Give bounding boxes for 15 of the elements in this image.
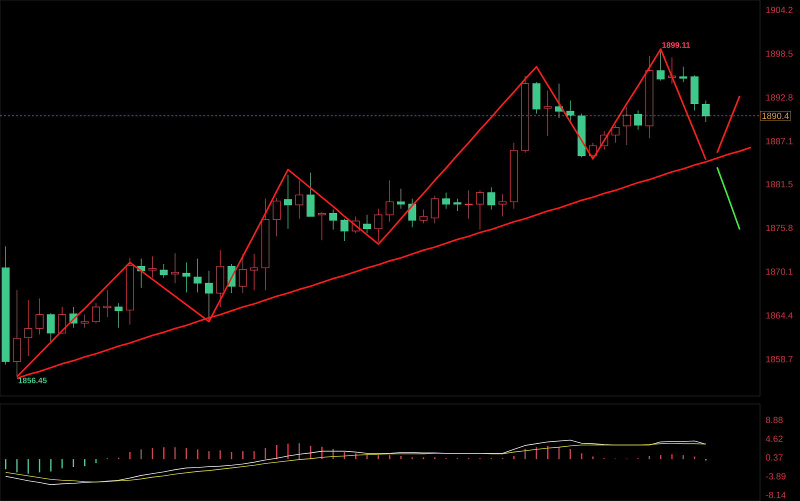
y-tick-label: 1864.4 (766, 312, 793, 319)
y-tick-label: -8.14 (766, 492, 786, 498)
y-tick-label: 0.37 (766, 454, 783, 461)
y-tick-label: 1887.1 (766, 138, 793, 144)
y-tick-label: 1858.7 (766, 356, 792, 362)
y-tick-label: 1904.2 (766, 6, 792, 14)
y-tick-label: 1881.5 (766, 181, 793, 188)
y-tick-label: 1892.8 (766, 94, 793, 101)
ref-line-label: 1890.4 (762, 112, 789, 120)
y-tick-label: 1875.8 (766, 224, 793, 232)
y-tick-label: -3.89 (766, 473, 786, 480)
y-tick-label: 8.88 (766, 416, 783, 424)
y-tick-label: 1870.1 (766, 268, 793, 275)
y-tick-label: 4.62 (766, 436, 783, 442)
y-tick-label: 1898.5 (766, 50, 793, 57)
